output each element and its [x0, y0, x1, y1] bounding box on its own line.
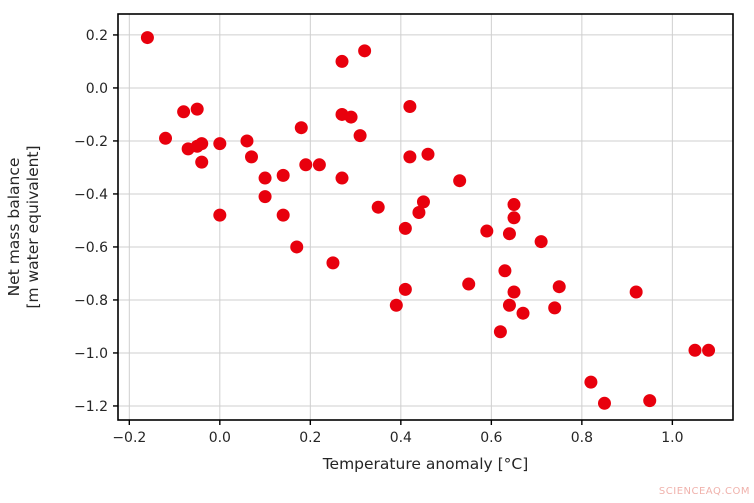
- data-point: [462, 277, 476, 291]
- data-point: [371, 200, 385, 214]
- data-point: [258, 171, 272, 185]
- y-tick-label: 0.0: [86, 81, 108, 97]
- data-point: [312, 158, 326, 172]
- data-point: [548, 301, 562, 315]
- data-point: [398, 221, 412, 235]
- y-tick-label: −0.2: [74, 134, 108, 150]
- data-point: [353, 129, 367, 143]
- data-point: [403, 150, 417, 164]
- data-point: [398, 282, 412, 296]
- data-point: [480, 224, 494, 238]
- x-tick-label: 1.0: [661, 430, 683, 446]
- data-point: [213, 208, 227, 222]
- data-point: [516, 306, 530, 320]
- data-point: [299, 158, 313, 172]
- data-point: [643, 394, 657, 408]
- plot-frame: [117, 13, 734, 421]
- data-point: [498, 264, 512, 278]
- y-tick-label: −1.0: [74, 346, 108, 362]
- data-point: [258, 190, 272, 204]
- data-point: [358, 44, 372, 58]
- data-point: [552, 280, 566, 294]
- data-point: [502, 298, 516, 312]
- y-tick-label: −1.2: [74, 399, 108, 415]
- data-point: [159, 131, 173, 145]
- data-point: [344, 110, 358, 124]
- data-point: [276, 208, 290, 222]
- x-tick-label: 0.8: [571, 430, 593, 446]
- data-point: [213, 137, 227, 151]
- data-point: [177, 105, 191, 119]
- data-point: [507, 285, 521, 299]
- x-tick-label: 0.0: [209, 430, 231, 446]
- x-tick-label: −0.2: [112, 430, 146, 446]
- data-point: [290, 240, 304, 254]
- data-point: [493, 325, 507, 339]
- data-point: [403, 99, 417, 113]
- data-point: [190, 102, 204, 116]
- data-point: [294, 121, 308, 135]
- data-point: [502, 227, 516, 241]
- data-point: [335, 171, 349, 185]
- data-point: [412, 205, 426, 219]
- y-axis-label-line2: [m water equivalent]: [24, 145, 42, 309]
- data-point: [195, 137, 209, 151]
- data-point: [421, 147, 435, 161]
- data-point: [702, 343, 716, 357]
- data-point: [195, 155, 209, 169]
- data-point: [389, 298, 403, 312]
- data-point: [276, 168, 290, 182]
- data-point: [688, 343, 702, 357]
- y-axis-label-line1: Net mass balance: [5, 157, 23, 297]
- x-tick-label: 0.2: [299, 430, 321, 446]
- data-point: [326, 256, 340, 270]
- data-point: [244, 150, 258, 164]
- x-tick-label: 0.4: [390, 430, 412, 446]
- data-point: [416, 195, 430, 209]
- data-point: [240, 134, 254, 148]
- data-point: [507, 211, 521, 225]
- y-tick-label: −0.4: [74, 187, 108, 203]
- data-point: [140, 31, 154, 45]
- data-point: [335, 54, 349, 68]
- y-tick-label: −0.6: [74, 240, 108, 256]
- y-tick-label: −0.8: [74, 293, 108, 309]
- y-tick-label: 0.2: [86, 28, 108, 44]
- data-point: [534, 235, 548, 249]
- x-tick-label: 0.6: [480, 430, 502, 446]
- y-axis-label: Net mass balance [m water equivalent]: [5, 17, 43, 437]
- data-point: [584, 375, 598, 389]
- data-point: [629, 285, 643, 299]
- data-point: [597, 396, 611, 410]
- data-point: [507, 198, 521, 212]
- data-point: [453, 174, 467, 188]
- watermark-text: SCIENCEAQ.COM: [658, 486, 750, 497]
- x-axis-label: Temperature anomaly [°C]: [322, 455, 529, 473]
